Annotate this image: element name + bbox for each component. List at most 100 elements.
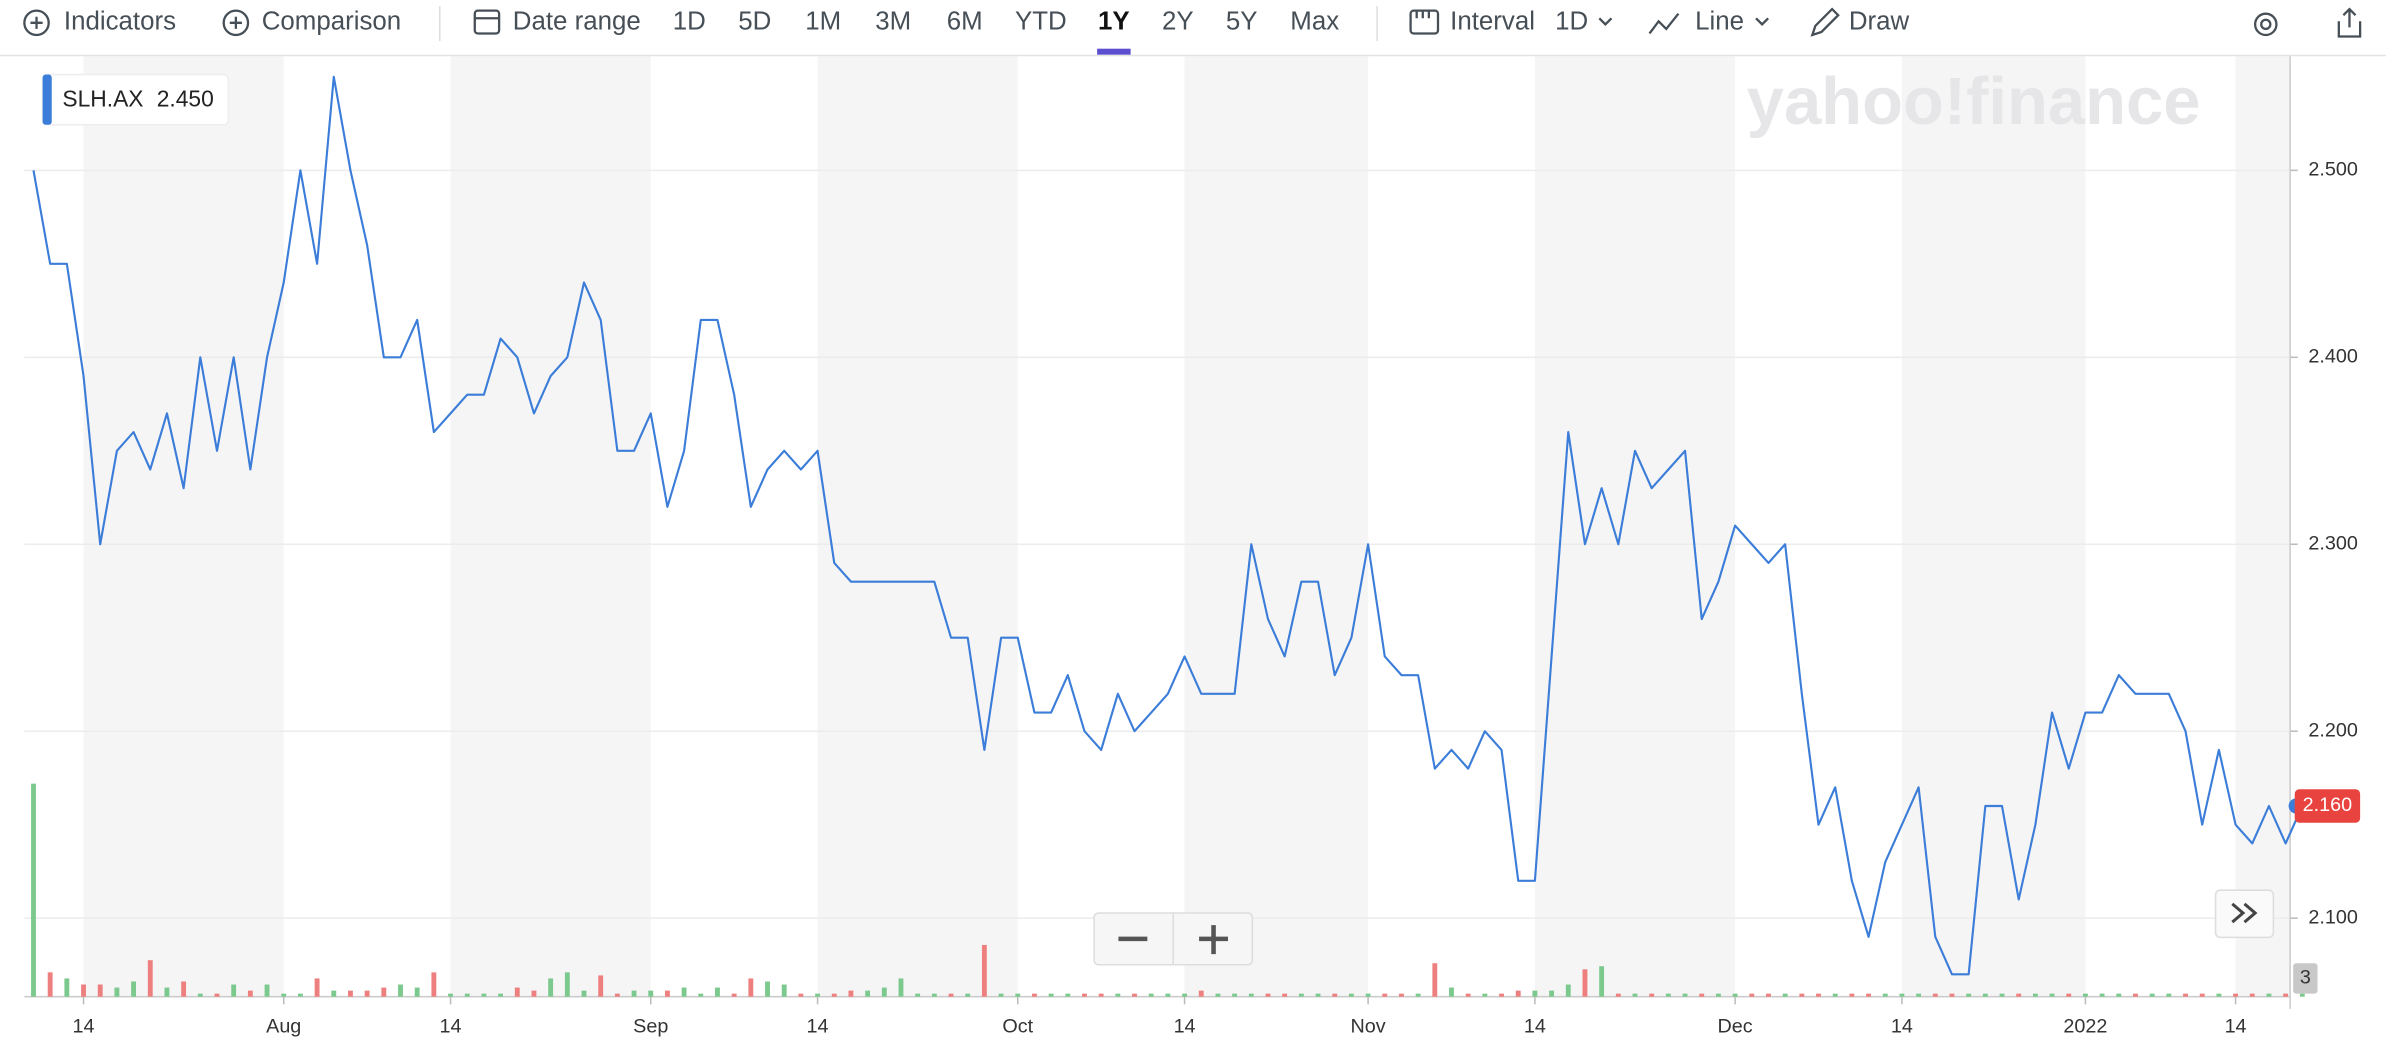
period-shade xyxy=(817,56,1018,997)
volume-bar xyxy=(631,990,637,997)
x-tick-label: 14 xyxy=(1524,1015,1546,1037)
volume-bar xyxy=(1832,993,1838,997)
volume-bar xyxy=(614,993,620,997)
interval-value[interactable]: 1D xyxy=(1555,8,1588,36)
plot-background xyxy=(83,56,2291,997)
volume-bar xyxy=(1982,993,1988,997)
price-line xyxy=(32,75,2304,976)
share-icon[interactable] xyxy=(2337,7,2362,38)
zoom-in[interactable] xyxy=(1199,925,1228,955)
volume-bar xyxy=(398,984,403,997)
volume-bar xyxy=(1465,993,1471,997)
volume-bar xyxy=(1699,993,1705,997)
volume-bar xyxy=(798,993,804,997)
volume-bar xyxy=(2183,993,2188,997)
volume-bar xyxy=(1999,993,2005,997)
volume-bar xyxy=(1365,993,1371,997)
volume-bar xyxy=(2133,993,2138,997)
volume-bar xyxy=(431,972,437,997)
x-tick-label: 14 xyxy=(807,1015,829,1037)
volume-bar xyxy=(1932,993,1938,997)
range-button[interactable]: 1M xyxy=(805,8,841,36)
date-range-button[interactable]: Date range xyxy=(513,8,641,36)
volume-bar xyxy=(147,960,153,997)
range-button-selected[interactable]: 1Y xyxy=(1098,8,1130,36)
range-button[interactable]: YTD xyxy=(1015,8,1067,36)
volume-bar xyxy=(931,993,937,997)
range-button[interactable]: 6M xyxy=(947,8,983,36)
volume-bar xyxy=(2099,993,2105,997)
range-button[interactable]: Max xyxy=(1290,8,1339,36)
volume-bar xyxy=(815,993,820,997)
volume-bar xyxy=(2233,993,2239,997)
volume-bar xyxy=(47,972,53,997)
interval-button[interactable]: Interval xyxy=(1450,8,1535,36)
volume-bar xyxy=(1399,993,1404,997)
volume-bar xyxy=(1732,993,1738,997)
volume-bar xyxy=(2249,993,2255,997)
volume-bar xyxy=(1232,993,1238,997)
volume-bar xyxy=(531,990,537,997)
volume-bar xyxy=(2283,993,2289,997)
range-button[interactable]: 3M xyxy=(875,8,911,36)
range-button[interactable]: 2Y xyxy=(1162,8,1194,36)
volume-bar xyxy=(314,978,320,997)
volume-bar xyxy=(2216,993,2222,997)
scroll-end-button[interactable] xyxy=(2214,889,2275,939)
volume-bar xyxy=(715,987,720,997)
volume-bar xyxy=(1715,993,1721,997)
period-shade xyxy=(83,56,284,997)
volume-bar xyxy=(414,987,420,997)
volume-bar xyxy=(1215,993,1221,997)
volume-bar xyxy=(181,981,187,997)
settings-icon xyxy=(2260,18,2272,31)
volume-bar xyxy=(1182,993,1188,997)
volume-bar xyxy=(2199,993,2205,997)
range-button[interactable]: 5Y xyxy=(1226,8,1258,36)
volume-bar xyxy=(2066,993,2072,997)
volume-bar xyxy=(1332,993,1338,997)
legend-swatch xyxy=(42,74,52,125)
indicators-button[interactable]: Indicators xyxy=(64,8,176,36)
chevron xyxy=(1755,17,1770,26)
x-tick-label: 14 xyxy=(73,1015,95,1037)
icon xyxy=(1648,12,1680,35)
x-tick-label: 2022 xyxy=(2063,1015,2107,1037)
volume-bar xyxy=(1632,993,1638,997)
volume-bar xyxy=(1749,993,1755,997)
volume-bar xyxy=(481,993,487,997)
comparison-button[interactable]: Comparison xyxy=(262,8,401,36)
volume-bar xyxy=(1265,993,1271,997)
volume-bar xyxy=(131,981,137,997)
icon xyxy=(473,9,501,35)
volume-bar xyxy=(1966,993,1972,997)
chart-style-button[interactable]: Line xyxy=(1695,8,1744,36)
range-button[interactable]: 1D xyxy=(673,8,706,36)
volume-bar xyxy=(498,993,504,997)
volume-bar xyxy=(865,990,871,997)
volume-bar xyxy=(2149,993,2155,997)
x-tick-label: 14 xyxy=(440,1015,462,1037)
draw-button[interactable]: Draw xyxy=(1849,8,1910,36)
x-tick-label: 14 xyxy=(1891,1015,1913,1037)
volume-bar xyxy=(1282,993,1288,997)
chevron xyxy=(1598,17,1613,26)
volume-bar xyxy=(514,987,520,997)
y-tick-label: 2.500 xyxy=(2308,159,2357,181)
settings-icon[interactable] xyxy=(2253,12,2278,37)
x-tick-label: 14 xyxy=(1174,1015,1196,1037)
volume-bar xyxy=(1132,993,1137,997)
volume-bar xyxy=(448,993,453,997)
volume-bar xyxy=(581,990,587,997)
volume-bar xyxy=(1682,993,1688,997)
volume-bar xyxy=(981,944,987,997)
zoom-controls xyxy=(1093,889,2275,966)
volume-bar xyxy=(2299,993,2305,997)
volume-bar xyxy=(1449,987,1454,997)
volume-bar xyxy=(297,993,303,997)
volume-bar xyxy=(748,978,754,997)
volume-bar xyxy=(214,993,220,997)
range-button[interactable]: 5D xyxy=(738,8,771,36)
volume-bar xyxy=(1248,993,1254,997)
volume-bar xyxy=(1415,993,1421,997)
